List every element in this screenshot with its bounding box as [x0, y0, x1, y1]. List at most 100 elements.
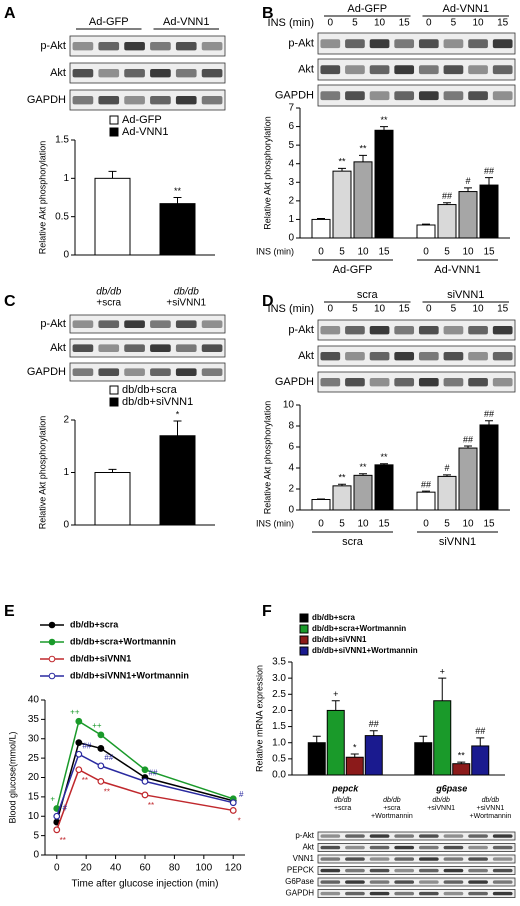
data-point: [229, 799, 237, 807]
data-point: [141, 791, 149, 799]
group-label: Ad-VNN1: [434, 264, 480, 276]
blot-band: [418, 326, 439, 335]
legend-marker: [48, 672, 56, 680]
significance: ++: [70, 707, 80, 716]
y-tick-label: 8: [288, 421, 294, 432]
blot-band: [492, 352, 513, 361]
blot-row-label: VNN1: [293, 854, 315, 863]
blot-band: [320, 39, 341, 49]
blot-band: [418, 91, 439, 101]
blot-band: [394, 845, 415, 850]
y-tick-label: 1.5: [55, 135, 69, 146]
significance: ##: [149, 768, 158, 777]
y-tick-label: 0: [63, 250, 69, 261]
error-bar: [369, 730, 378, 736]
bar: [416, 224, 436, 239]
bar: [311, 218, 331, 239]
error-bar: [317, 498, 325, 500]
y-tick-label: 0: [33, 850, 39, 861]
error-bar: [422, 223, 430, 225]
blot-band: [345, 39, 365, 49]
group-label: siVNN1: [439, 536, 476, 548]
blot-group-label: db/db: [334, 797, 352, 804]
group-label: Ad-GFP: [333, 264, 373, 276]
error-bar: [422, 490, 430, 493]
blot-band: [443, 378, 464, 387]
y-tick-label: 0.0: [272, 770, 286, 781]
blot-band: [443, 891, 464, 896]
blot-group-label: +Wortmannin: [371, 813, 413, 820]
blot-group-label: Ad-GFP: [347, 3, 387, 15]
error-bar: [108, 170, 117, 179]
blot-row-label: PEPCK: [287, 866, 315, 875]
blot-row-label: Akt: [302, 843, 314, 852]
blot-band: [492, 39, 513, 49]
blot-band: [369, 857, 390, 861]
y-tick-label: 6: [288, 442, 294, 453]
blot-band: [98, 320, 120, 328]
x-tick-label: 120: [225, 863, 242, 874]
x-tick-label: 60: [139, 863, 151, 874]
y-tick-label: 3.5: [272, 657, 286, 668]
blot-band: [468, 91, 488, 101]
significance: ##: [421, 479, 431, 489]
significance: **: [338, 473, 346, 483]
x-tick-label: 0: [318, 519, 324, 530]
x-tick-label: 40: [110, 863, 122, 874]
bar: [433, 700, 452, 776]
blot-band: [345, 352, 365, 361]
blot-band: [201, 96, 223, 105]
y-tick-label: 4: [288, 158, 294, 169]
y-tick-label: 0: [288, 505, 294, 516]
significance: ##: [104, 753, 113, 762]
data-point: [97, 762, 105, 770]
blot-row-label: Akt: [298, 350, 314, 362]
bar: [452, 763, 471, 776]
y-axis-label: Relative Akt phosphorylation: [262, 401, 272, 515]
blot-band: [345, 65, 365, 75]
legend-label: Ad-VNN1: [122, 126, 168, 138]
blot-band: [369, 891, 390, 896]
blot-band: [124, 344, 145, 352]
legend-label: db/db+siVNN1: [70, 653, 131, 663]
blot-band: [175, 69, 197, 78]
bar: [414, 742, 433, 776]
blot-band: [320, 880, 341, 884]
blot-band: [320, 91, 341, 101]
x-tick-label: 15: [378, 247, 390, 258]
blot-band: [394, 326, 415, 335]
y-tick-label: 15: [28, 792, 40, 803]
bar: [374, 464, 394, 511]
blot-band: [369, 352, 390, 361]
blot-band: [369, 868, 390, 873]
error-bar: [419, 735, 428, 743]
blot-band: [418, 880, 439, 884]
blot-band: [201, 42, 223, 51]
blot-row-label: GAPDH: [27, 366, 66, 378]
blot-band: [418, 891, 439, 896]
data-point: [53, 812, 61, 820]
x-tick-label: 5: [444, 247, 450, 258]
lane-label: 15: [497, 18, 509, 29]
blot-frame: [317, 371, 516, 393]
blot-band: [345, 891, 365, 896]
blot-band: [175, 320, 197, 328]
significance: **: [174, 186, 182, 196]
panel-letter: B: [262, 5, 274, 22]
blot-band: [175, 344, 197, 352]
x-tick-label: 10: [462, 519, 474, 530]
y-axis-label: Relative mRNA expression: [254, 665, 264, 772]
blot-band: [345, 880, 365, 884]
x-tick-label: 0: [423, 247, 429, 258]
blot-band: [418, 39, 439, 49]
y-tick-label: 5: [288, 140, 294, 151]
blot-band: [492, 868, 513, 873]
significance: ##: [484, 409, 494, 419]
x-tick-label: 80: [169, 863, 181, 874]
significance: ##: [463, 434, 473, 444]
blot-group-label: scra: [357, 289, 379, 301]
blot-band: [98, 42, 120, 51]
error-bar: [312, 735, 321, 743]
blot-band: [320, 326, 341, 335]
blot-band: [201, 344, 223, 352]
